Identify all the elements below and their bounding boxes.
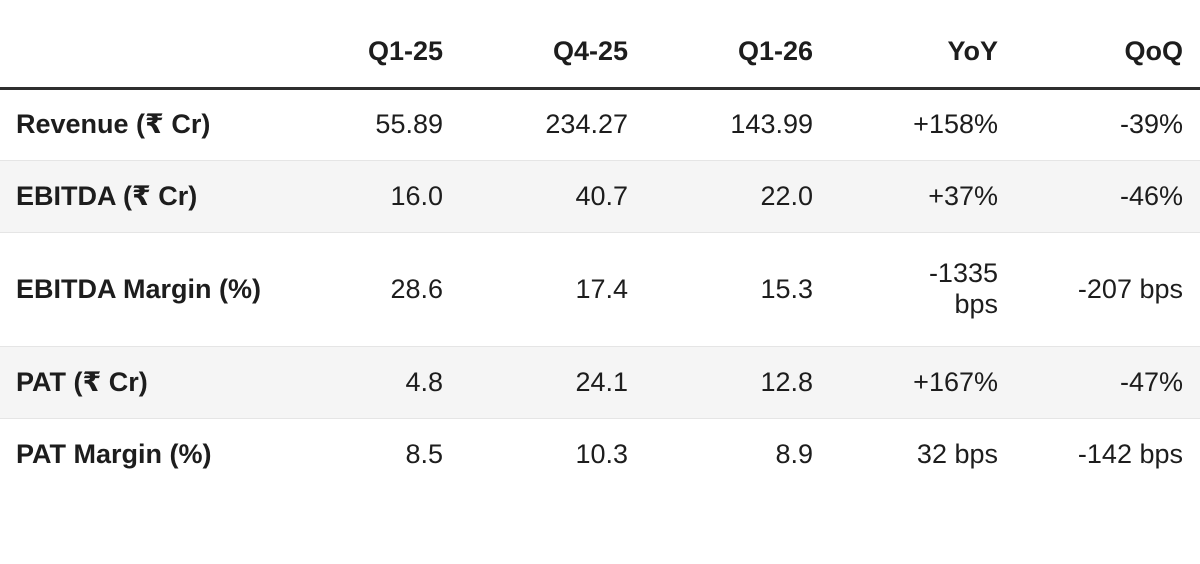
value-cell: -47%: [1119, 366, 1183, 397]
value-cell: 40.7: [575, 180, 628, 211]
value-cell: 28.6: [390, 273, 443, 304]
value-cell: 4.8: [405, 366, 443, 397]
table-row-pat: PAT (₹ Cr) 4.8 24.1 12.8 +167% -47%: [0, 346, 1200, 418]
column-header-qoq: QoQ: [1124, 35, 1184, 66]
value-cell: 143.99: [730, 109, 813, 139]
column-header-q1-26: Q1-26: [737, 35, 813, 66]
quarterly-results-table: Q1-25 Q4-25 Q1-26 YoY QoQ Revenue (₹ Cr)…: [0, 0, 1200, 490]
value-cell: 8.5: [405, 438, 443, 469]
metric-label: PAT Margin (%): [16, 438, 212, 469]
value-cell: 15.3: [760, 273, 813, 304]
value-cell: +37%: [928, 180, 998, 211]
value-cell: -1335 bps: [830, 232, 1015, 346]
value-cell: 32 bps: [916, 438, 998, 469]
value-cell: -39%: [1119, 109, 1183, 139]
value-cell: 8.9: [775, 438, 813, 469]
value-cell: -207 bps: [1077, 273, 1183, 304]
value-cell: 22.0: [760, 180, 813, 211]
value-cell: -142 bps: [1077, 438, 1183, 469]
metric-label: EBITDA (₹ Cr): [16, 180, 198, 211]
table-row-pat-margin: PAT Margin (%) 8.5 10.3 8.9 32 bps -142 …: [0, 418, 1200, 490]
metric-label: EBITDA Margin (%): [16, 273, 261, 304]
table-row-ebitda-margin: EBITDA Margin (%) 28.6 17.4 15.3 -1335 b…: [0, 232, 1200, 346]
value-cell: 55.89: [375, 109, 443, 139]
metric-label: PAT (₹ Cr): [16, 366, 148, 397]
value-cell: 234.27: [545, 109, 628, 139]
value-cell: +158%: [913, 109, 998, 139]
value-cell: +167%: [913, 366, 998, 397]
header-row: Q1-25 Q4-25 Q1-26 YoY QoQ: [0, 0, 1200, 88]
financials-table: Q1-25 Q4-25 Q1-26 YoY QoQ Revenue (₹ Cr)…: [0, 0, 1200, 490]
table-row-ebitda: EBITDA (₹ Cr) 16.0 40.7 22.0 +37% -46%: [0, 160, 1200, 232]
column-header-q4-25: Q4-25: [552, 35, 628, 66]
column-header-q1-25: Q1-25: [367, 35, 443, 66]
column-header-metric: [0, 0, 275, 88]
value-cell: 16.0: [390, 180, 443, 211]
value-cell: 17.4: [575, 273, 628, 304]
metric-label: Revenue (₹ Cr): [16, 109, 211, 139]
value-cell: 24.1: [575, 366, 628, 397]
value-cell: 12.8: [760, 366, 813, 397]
wrapped-value: -1335 bps: [928, 257, 998, 319]
value-cell: 10.3: [575, 438, 628, 469]
column-header-yoy: YoY: [947, 35, 998, 66]
value-cell: -46%: [1119, 180, 1183, 211]
table-row-revenue: Revenue (₹ Cr) 55.89 234.27 143.99 +158%…: [0, 88, 1200, 160]
